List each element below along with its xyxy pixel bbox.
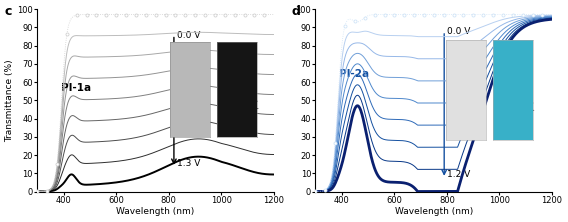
Text: Oxidation: Oxidation [230, 91, 254, 96]
Text: PI-1a: PI-1a [61, 83, 91, 93]
Y-axis label: Transmittance (%): Transmittance (%) [6, 59, 15, 142]
Text: 1.2 V: 1.2 V [447, 170, 470, 179]
Text: 0.0 V: 0.0 V [447, 27, 470, 36]
Text: Reduction: Reduction [506, 115, 530, 120]
Text: Reduction: Reduction [229, 113, 254, 118]
X-axis label: Wavelength (nm): Wavelength (nm) [395, 207, 473, 216]
Text: c: c [4, 5, 11, 18]
X-axis label: Wavelength (nm): Wavelength (nm) [116, 207, 195, 216]
Text: d: d [292, 5, 300, 18]
Text: 0.0 V: 0.0 V [177, 31, 200, 40]
Text: PI-2a: PI-2a [339, 69, 369, 79]
Text: Oxidation: Oxidation [506, 93, 529, 98]
Text: 1.3 V: 1.3 V [177, 159, 200, 168]
